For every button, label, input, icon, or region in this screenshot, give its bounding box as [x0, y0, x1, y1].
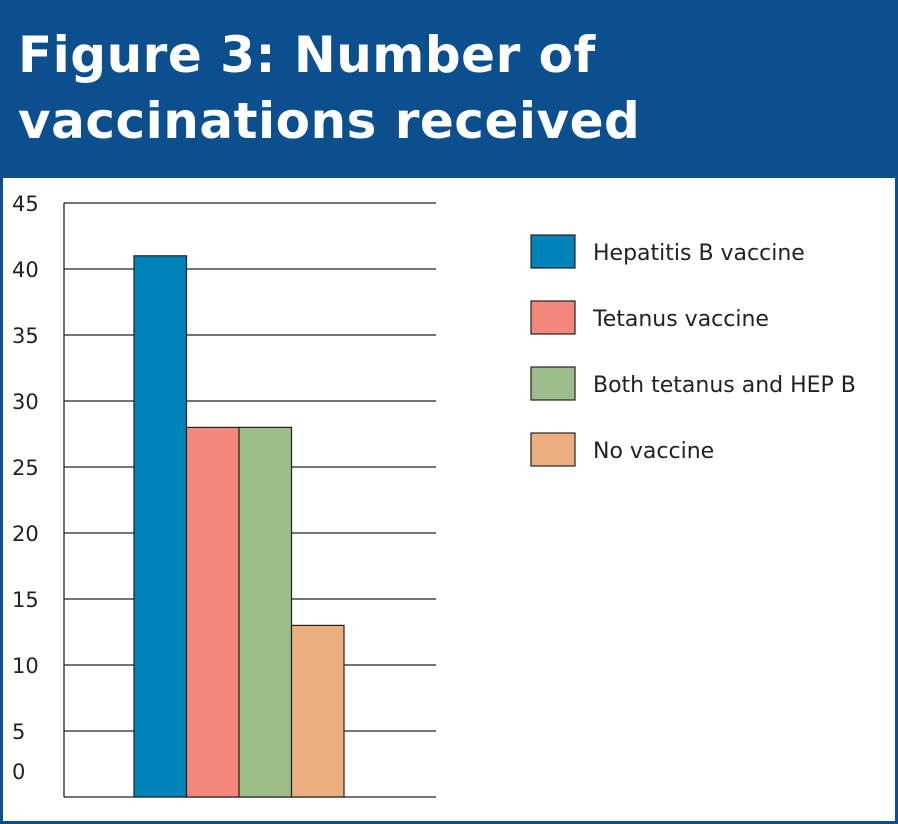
- y-tick-label: 35: [12, 324, 39, 348]
- y-tick-label: 5: [12, 720, 25, 744]
- legend-swatch: [530, 432, 576, 467]
- y-tick-label: 45: [12, 192, 39, 216]
- legend-label: Both tetanus and HEP B: [593, 373, 856, 398]
- y-tick-label: 15: [12, 588, 39, 612]
- chart-title: Figure 3: Number of vaccinations receive…: [18, 26, 641, 150]
- legend-swatch: [530, 234, 576, 269]
- legend-label: Tetanus vaccine: [592, 307, 769, 332]
- legend-label: Hepatitis B vaccine: [593, 241, 805, 266]
- y-tick-label: 20: [12, 522, 39, 546]
- bar-1: [185, 426, 240, 798]
- y-tick-label: 10: [12, 654, 39, 678]
- legend-label: No vaccine: [593, 439, 714, 464]
- y-tick-label: 0: [12, 760, 25, 784]
- legend-swatch: [530, 366, 576, 401]
- y-tick-label: 30: [12, 390, 39, 414]
- y-tick-label: 40: [12, 258, 39, 282]
- bar-0: [133, 255, 188, 798]
- y-tick-label: 25: [12, 456, 39, 480]
- bar-3: [290, 624, 345, 798]
- legend-swatch: [530, 300, 576, 335]
- bar-2: [238, 426, 293, 798]
- title-banner: Figure 3: Number of vaccinations receive…: [0, 0, 898, 178]
